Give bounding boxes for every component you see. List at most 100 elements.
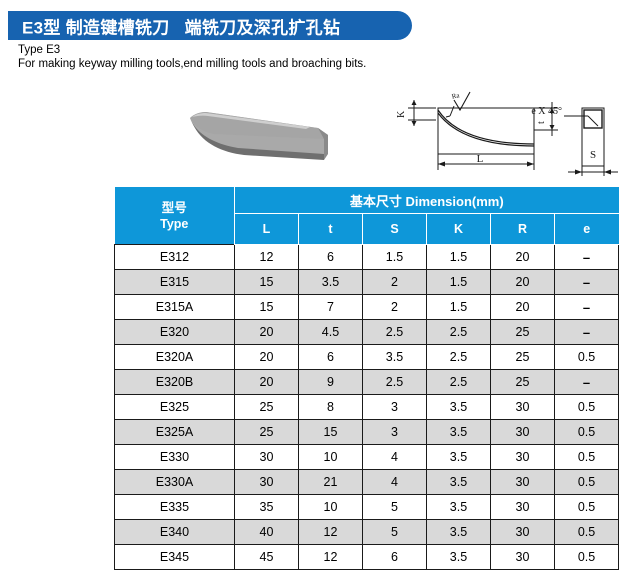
cell-r: 30 [490, 469, 555, 495]
subtitle-description-line: For making keyway milling tools,end mill… [18, 58, 367, 70]
cell-e: 0.5 [553, 344, 620, 370]
cell-l: 45 [234, 544, 299, 570]
cell-t: 6 [298, 344, 363, 370]
cell-type: E345 [114, 544, 235, 570]
cell-e: – [553, 319, 620, 345]
cell-t: 21 [298, 469, 363, 495]
cell-t: 12 [298, 544, 363, 570]
subtitle-type-line: Type E3 [18, 44, 61, 56]
cell-s: 2.5 [362, 319, 427, 345]
cell-k: 3.5 [426, 419, 491, 445]
cell-e: 0.5 [553, 419, 620, 445]
cell-k: 2.5 [426, 344, 491, 370]
table-header: 型号 Type 基本尺寸 Dimension(mm) L t S K R e [114, 187, 619, 245]
cell-l: 12 [234, 244, 299, 270]
cell-e: – [553, 269, 620, 295]
cell-e: – [553, 294, 620, 320]
cell-type: E325A [114, 419, 235, 445]
table-row: E320B 20 9 2.5 2.5 25– [114, 369, 620, 395]
cell-r: 25 [490, 344, 555, 370]
cell-e: 0.5 [553, 544, 620, 570]
cell-s: 4 [362, 444, 427, 470]
cell-type: E312 [114, 244, 235, 270]
table-row: E325 25 8 3 3.5 30 0.5 [114, 394, 620, 420]
cell-r: 30 [490, 544, 555, 570]
subtitle-block: Type E3 For making keyway milling tools,… [18, 43, 366, 71]
drawing-label-t: t [536, 121, 547, 124]
column-header-s: S [362, 213, 427, 245]
table-row: E340 40 12 5 3.5 30 0.5 [114, 519, 620, 545]
cell-r: 20 [490, 269, 555, 295]
column-header-k: K [426, 213, 491, 245]
cell-t: 9 [298, 369, 363, 395]
drawing-label-s: S [590, 149, 596, 161]
cell-l: 15 [234, 294, 299, 320]
cell-s: 3.5 [362, 344, 427, 370]
specification-table: 型号 Type 基本尺寸 Dimension(mm) L t S K R e E… [114, 187, 620, 570]
table-row: E335 35 10 5 3.5 30 0.5 [114, 494, 620, 520]
cell-type: E315A [114, 294, 235, 320]
cell-t: 7 [298, 294, 363, 320]
column-header-r: R [490, 213, 555, 245]
cell-s: 5 [362, 519, 427, 545]
cell-k: 1.5 [426, 269, 491, 295]
cell-type: E330A [114, 469, 235, 495]
cell-k: 3.5 [426, 544, 491, 570]
cell-k: 3.5 [426, 494, 491, 520]
page-title: E3型 制造键槽铣刀 端铣刀及深孔扩孔钻 [22, 18, 341, 37]
cell-e: 0.5 [553, 469, 620, 495]
table-row: E312 12 6 1.5 1.5 20– [114, 244, 620, 270]
cell-s: 1.5 [362, 244, 427, 270]
column-header-type: 型号 Type [114, 187, 235, 245]
cell-s: 2.5 [362, 369, 427, 395]
cell-k: 3.5 [426, 394, 491, 420]
cell-t: 15 [298, 419, 363, 445]
cell-r: 20 [490, 294, 555, 320]
cell-s: 3 [362, 419, 427, 445]
cell-r: 25 [490, 369, 555, 395]
drawing-surface-finish-label: Ra [451, 91, 461, 101]
cell-l: 35 [234, 494, 299, 520]
title-banner: E3型 制造键槽铣刀 端铣刀及深孔扩孔钻 [8, 11, 412, 40]
cell-type: E315 [114, 269, 235, 295]
cell-t: 4.5 [298, 319, 363, 345]
cell-e: 0.5 [553, 444, 620, 470]
cell-s: 3 [362, 394, 427, 420]
cell-l: 20 [234, 344, 299, 370]
cell-k: 1.5 [426, 244, 491, 270]
table-row: E325A 25 15 3 3.5 30 0.5 [114, 419, 620, 445]
cell-k: 2.5 [426, 369, 491, 395]
column-header-l: L [234, 213, 299, 245]
table-row: E315 15 3.5 2 1.5 20– [114, 269, 620, 295]
cell-type: E320A [114, 344, 235, 370]
column-header-dimension-title: 基本尺寸 Dimension(mm) [234, 187, 619, 214]
cell-e: 0.5 [553, 394, 620, 420]
cell-t: 10 [298, 494, 363, 520]
cell-t: 3.5 [298, 269, 363, 295]
cell-t: 6 [298, 244, 363, 270]
cell-s: 4 [362, 469, 427, 495]
cell-e: – [553, 369, 620, 395]
cell-k: 3.5 [426, 444, 491, 470]
cell-l: 25 [234, 394, 299, 420]
technical-drawing: K L t e X 45° S Ra [392, 86, 640, 180]
drawing-label-k: K [396, 110, 407, 118]
cell-type: E335 [114, 494, 235, 520]
cell-k: 3.5 [426, 469, 491, 495]
cell-l: 40 [234, 519, 299, 545]
cell-s: 5 [362, 494, 427, 520]
cell-r: 30 [490, 519, 555, 545]
cell-e: – [553, 244, 620, 270]
cell-t: 12 [298, 519, 363, 545]
cell-type: E320 [114, 319, 235, 345]
table-row: E320A 20 6 3.5 2.5 25 0.5 [114, 344, 620, 370]
cell-k: 1.5 [426, 294, 491, 320]
table-row: E330 30 10 4 3.5 30 0.5 [114, 444, 620, 470]
cell-l: 15 [234, 269, 299, 295]
drawing-label-chamfer: e X 45° [531, 106, 562, 117]
cell-l: 30 [234, 444, 299, 470]
cell-l: 30 [234, 469, 299, 495]
spec-table-container: 型号 Type 基本尺寸 Dimension(mm) L t S K R e E… [114, 187, 620, 570]
column-header-e: e [554, 213, 619, 245]
column-header-type-en: Type [160, 216, 189, 231]
